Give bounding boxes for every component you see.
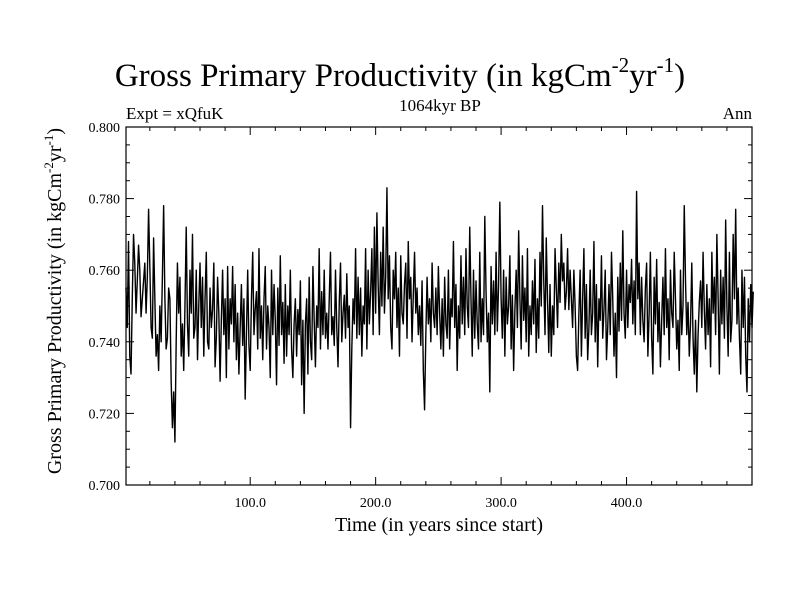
x-axis-label: Time (in years since start): [334, 514, 544, 536]
y-axis-label-text: Gross Primary Productivity (in kgCm: [44, 172, 66, 475]
chart-title-exponent-1: -2: [611, 53, 630, 77]
y-tick-label: 0.740: [89, 336, 121, 351]
y-tick-label: 0.760: [89, 264, 121, 279]
season-label: Ann: [722, 104, 752, 123]
y-tick-label: 0.800: [89, 121, 121, 136]
y-axis: 0.700 0.720 0.740 0.760 0.780 0.800: [89, 121, 752, 494]
y-axis-label-exponent-1: -2: [41, 162, 56, 173]
y-tick-label: 0.700: [89, 479, 121, 494]
period-label: 1064kyr BP: [399, 96, 481, 115]
x-tick-label: 300.0: [485, 496, 517, 511]
chart-title-exponent-2: -1: [656, 53, 675, 77]
y-tick-label: 0.780: [89, 193, 121, 208]
plot-frame: [125, 126, 753, 486]
series-line: [125, 187, 754, 443]
chart-title-close: ): [674, 58, 686, 94]
x-tick-label: 100.0: [234, 496, 266, 511]
y-axis-label-close: ): [44, 127, 66, 135]
chart-title-text: Gross Primary Productivity (in kgCm: [114, 58, 612, 94]
y-axis-label-unit: yr: [44, 145, 66, 163]
y-tick-label: 0.720: [89, 407, 121, 422]
x-tick-label: 400.0: [611, 496, 643, 511]
y-axis-label-exponent-2: -1: [41, 134, 56, 146]
y-axis-label: Gross Primary Productivity (in kgCm-2yr-…: [41, 101, 69, 501]
x-tick-label: 200.0: [360, 496, 392, 511]
chart-title: Gross Primary Productivity (in kgCm-2yr-…: [0, 53, 800, 99]
chart-title-unit: yr: [629, 58, 657, 94]
x-axis: 100.0 200.0 300.0 400.0: [149, 127, 753, 511]
experiment-label: Expt = xQfuK: [126, 104, 224, 123]
